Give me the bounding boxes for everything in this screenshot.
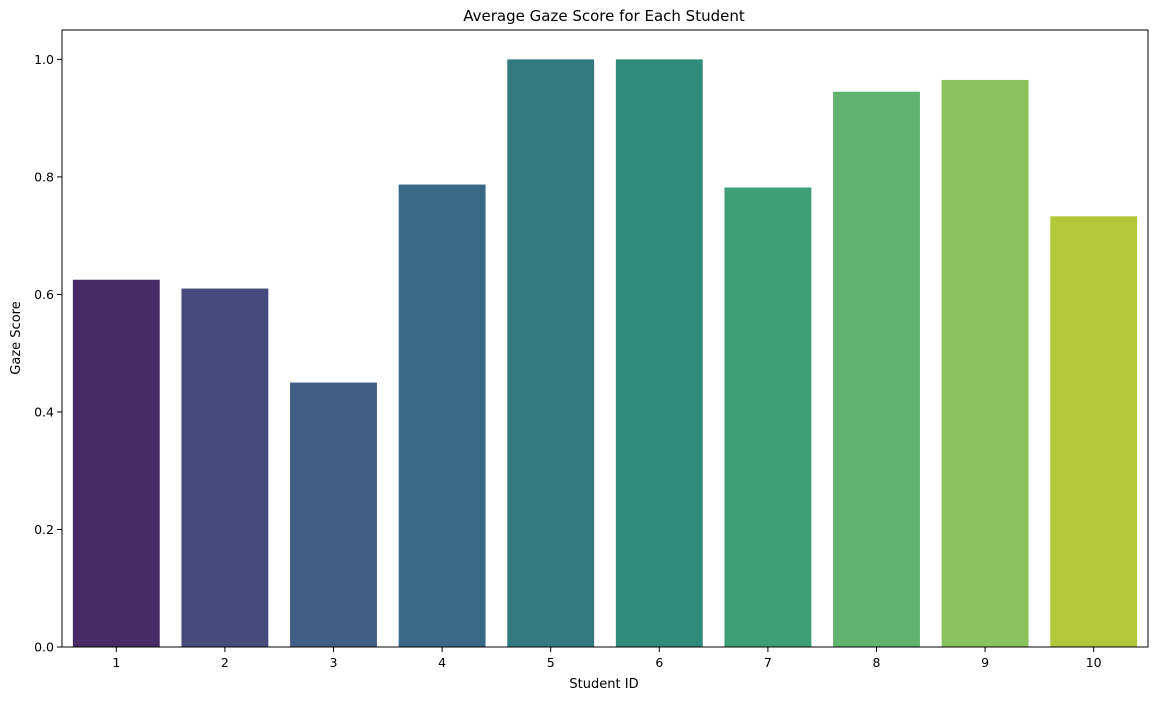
y-tick-label: 0.8 [34, 169, 54, 184]
bar-student-7 [724, 187, 812, 647]
x-tick-label: 1 [112, 655, 120, 670]
x-tick-label: 5 [547, 655, 555, 670]
x-tick-label: 6 [655, 655, 663, 670]
bar-student-1 [72, 279, 160, 647]
x-axis-label: Student ID [569, 677, 638, 692]
x-tick-label: 7 [764, 655, 772, 670]
y-axis-label: Gaze Score [9, 301, 24, 374]
bar-student-5 [507, 59, 595, 647]
y-tick-label: 0.0 [34, 640, 54, 655]
bar-student-9 [941, 79, 1029, 647]
x-tick-label: 10 [1086, 655, 1102, 670]
chart-title: Average Gaze Score for Each Student [463, 7, 745, 25]
x-tick-label: 9 [981, 655, 989, 670]
y-tick-label: 0.2 [34, 522, 54, 537]
bar-student-3 [290, 382, 377, 647]
x-tick-label: 8 [873, 655, 881, 670]
y-axis-ticks: 0.0 0.2 0.4 0.6 0.8 1.0 [34, 52, 62, 655]
y-tick-label: 0.6 [34, 287, 54, 302]
bar-student-8 [833, 91, 920, 647]
y-tick-label: 0.4 [34, 404, 54, 419]
bars-group [72, 59, 1138, 647]
x-tick-label: 2 [221, 655, 229, 670]
y-tick-label: 1.0 [34, 52, 54, 67]
bar-student-6 [615, 59, 703, 647]
plot-frame [61, 29, 1149, 648]
bar-student-10 [1050, 216, 1138, 647]
x-tick-label: 3 [330, 655, 338, 670]
bar-student-2 [181, 288, 269, 647]
x-tick-label: 4 [438, 655, 446, 670]
bar-student-4 [398, 184, 486, 647]
x-axis-ticks: 1 2 3 4 5 6 7 8 9 10 [112, 647, 1102, 670]
